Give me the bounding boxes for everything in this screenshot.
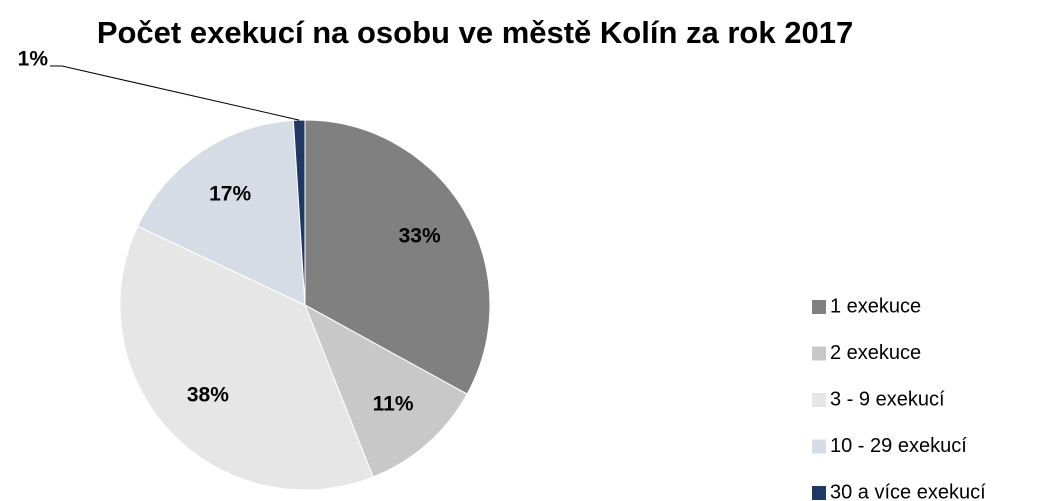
legend-label: 10 - 29 exekucí [830, 435, 967, 457]
legend-swatch [812, 486, 826, 500]
legend-label: 1 exekuce [830, 295, 921, 317]
pie-slice [136, 119, 306, 306]
legend-swatch [812, 346, 826, 361]
legend-label: 3 - 9 exekucí [830, 388, 945, 410]
legend-label: 30 a více exekucí [830, 481, 986, 501]
data-label: 1% [18, 48, 49, 71]
chart-title: Počet exekucí na osobu ve městě Kolín za… [96, 15, 854, 50]
data-label: 17% [209, 182, 251, 205]
data-label: 38% [187, 384, 229, 407]
pie-slice [304, 303, 468, 478]
legend-label: 2 exekuce [830, 342, 921, 364]
pie-slice [119, 225, 374, 491]
leader-line [50, 65, 300, 121]
pie-slice [292, 119, 306, 306]
data-label: 33% [399, 225, 441, 248]
legend-swatch [812, 300, 826, 314]
pie-slice [304, 119, 491, 395]
data-label: 11% [373, 392, 414, 415]
legend-swatch [812, 439, 826, 454]
legend-swatch [812, 393, 826, 407]
